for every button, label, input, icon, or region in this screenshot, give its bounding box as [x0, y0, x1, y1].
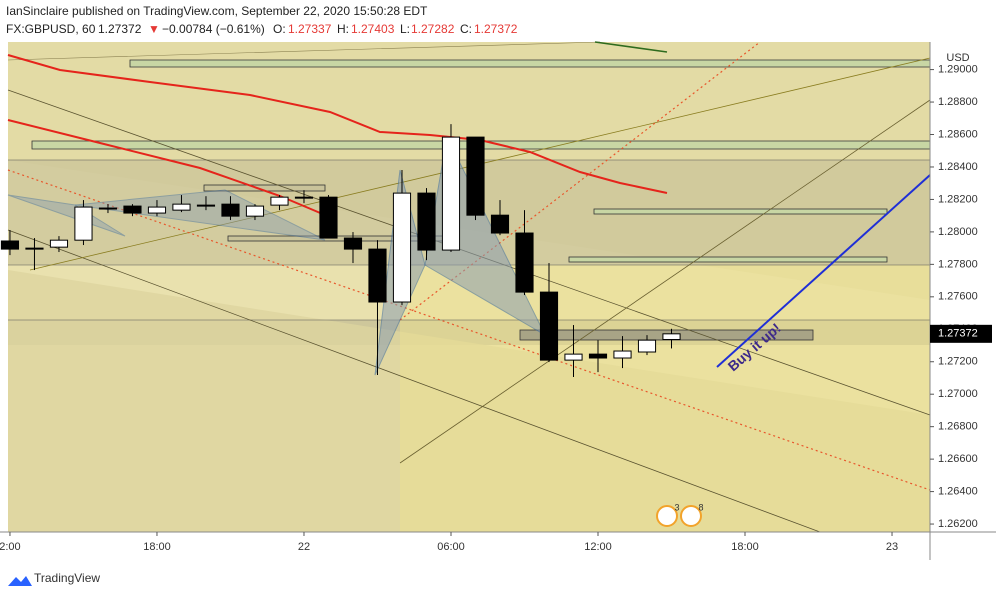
- y-tick-label: 1.27000: [938, 388, 978, 400]
- last-price-label: 1.27372: [938, 328, 978, 340]
- price: 1.27372: [98, 22, 142, 36]
- axis-labels: 1.26200 1.26400 1.26600 1.26800 1.27000 1.272…: [0, 63, 992, 553]
- y-tick-label: 1.28800: [938, 96, 978, 108]
- candle-body: [637, 339, 657, 353]
- event-badge[interactable]: [680, 505, 702, 527]
- footer: TradingView: [8, 571, 100, 586]
- y-tick-label: 1.28200: [938, 193, 978, 205]
- candle-body: [25, 247, 44, 250]
- candle-body: [564, 353, 583, 361]
- y-tick-label: 1.28400: [938, 161, 978, 173]
- candle-body: [196, 204, 216, 207]
- y-tick-label: 1.26400: [938, 485, 978, 497]
- plot-background: [7, 41, 931, 533]
- candle-body: [588, 353, 608, 359]
- currency: USD: [946, 52, 969, 64]
- candle-body: [319, 196, 338, 239]
- brand: TradingView: [34, 571, 100, 585]
- candle-body: [49, 239, 69, 248]
- candle-body: [392, 192, 412, 303]
- candle-body: [98, 207, 118, 210]
- y-tick-label: 1.27800: [938, 258, 978, 270]
- candle-body: [245, 205, 265, 217]
- candle-body: [0, 240, 20, 250]
- high: 1.27403: [351, 22, 395, 36]
- open-label: O:: [273, 22, 286, 36]
- price-axis: [930, 42, 996, 560]
- open: 1.27337: [288, 22, 332, 36]
- y-tick-label: 1.26600: [938, 453, 978, 465]
- low-label: L:: [400, 22, 410, 36]
- candle-body: [74, 206, 93, 241]
- y-tick-label: 1.26200: [938, 518, 978, 530]
- x-tick-label: 22: [298, 541, 310, 553]
- candle-body: [221, 203, 240, 217]
- y-tick-label: 1.27600: [938, 291, 978, 303]
- high-label: H:: [337, 22, 349, 36]
- close-label: C:: [460, 22, 472, 36]
- y-tick-label: 1.26800: [938, 421, 978, 433]
- candle-body: [417, 192, 436, 251]
- event-badge[interactable]: [656, 505, 678, 527]
- last-price-tag: [930, 324, 992, 343]
- x-tick-label: 06:00: [437, 541, 465, 553]
- change: −0.00784 (−0.61%): [162, 22, 265, 36]
- event-count: 3: [674, 502, 679, 512]
- header: IanSinclaire published on TradingView.co…: [6, 4, 518, 36]
- candle-body: [123, 205, 142, 214]
- events: 3 8: [656, 502, 704, 527]
- event-count: 8: [698, 502, 703, 512]
- x-tick-label: 2:00: [0, 541, 21, 553]
- y-tick-label: 1.27200: [938, 356, 978, 368]
- marks: [0, 124, 681, 377]
- publisher: IanSinclaire published on TradingView.co…: [6, 4, 428, 18]
- candle-body: [270, 196, 289, 206]
- candle-body: [441, 136, 461, 251]
- y-tick-label: 1.28000: [938, 226, 978, 238]
- symbol: FX:GBPUSD, 60: [6, 22, 96, 36]
- y-tick-label: 1.28600: [938, 128, 978, 140]
- candle-body: [662, 333, 681, 341]
- x-tick-label: 18:00: [731, 541, 759, 553]
- candle-body: [613, 350, 632, 359]
- candle-body: [515, 232, 534, 293]
- candle-body: [466, 136, 485, 216]
- arrow: ▼: [148, 22, 160, 36]
- x-tick-label: 23: [886, 541, 898, 553]
- candle-body: [172, 203, 191, 211]
- candle-body: [539, 291, 559, 361]
- candle-body: [294, 196, 314, 199]
- candle-body: [343, 237, 363, 250]
- low: 1.27282: [411, 22, 455, 36]
- candle-body: [368, 248, 387, 303]
- y-tick-label: 1.29000: [938, 63, 978, 75]
- x-tick-label: 12:00: [584, 541, 612, 553]
- candle-body: [490, 214, 510, 234]
- close: 1.27372: [474, 22, 518, 36]
- candle-body: [147, 206, 167, 214]
- x-tick-label: 18:00: [143, 541, 171, 553]
